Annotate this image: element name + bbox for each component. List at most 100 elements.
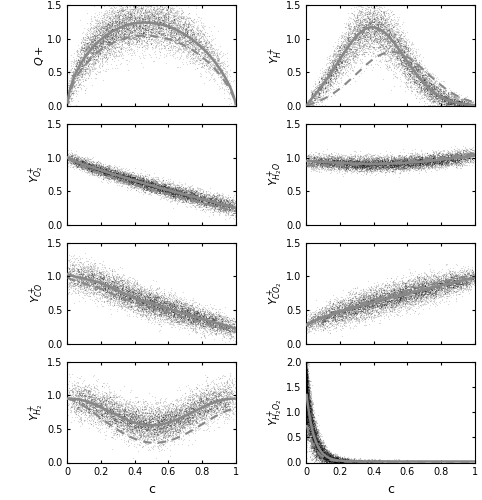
- Point: [444, 152, 452, 160]
- Point: [79, 162, 86, 170]
- Point: [411, 76, 418, 84]
- Point: [321, 451, 328, 459]
- Point: [307, 410, 314, 418]
- Point: [458, 266, 466, 274]
- Point: [126, 6, 134, 14]
- Point: [94, 407, 101, 415]
- Point: [153, 423, 161, 431]
- Point: [374, 160, 381, 168]
- Point: [339, 158, 347, 166]
- Point: [360, 456, 368, 464]
- Point: [307, 426, 315, 434]
- Point: [345, 290, 352, 298]
- Point: [421, 160, 429, 168]
- Point: [373, 24, 380, 32]
- Point: [396, 42, 404, 50]
- Point: [144, 10, 151, 18]
- Point: [199, 307, 207, 315]
- Point: [115, 300, 122, 308]
- Point: [178, 413, 186, 421]
- Point: [304, 399, 311, 407]
- Point: [80, 82, 88, 90]
- Point: [99, 400, 107, 408]
- Point: [348, 309, 356, 317]
- Point: [303, 393, 311, 401]
- Point: [416, 84, 424, 92]
- Point: [376, 16, 384, 24]
- Point: [165, 24, 173, 32]
- Point: [79, 158, 87, 166]
- Point: [101, 404, 109, 412]
- Point: [308, 428, 316, 436]
- Point: [398, 77, 405, 85]
- Point: [347, 457, 354, 465]
- Point: [140, 429, 147, 437]
- Point: [427, 293, 434, 301]
- Point: [470, 155, 478, 163]
- Point: [85, 387, 93, 395]
- Point: [124, 410, 132, 418]
- Point: [158, 8, 165, 16]
- Point: [107, 415, 115, 423]
- Point: [149, 178, 157, 186]
- Point: [406, 151, 414, 159]
- Point: [206, 402, 214, 410]
- Point: [73, 156, 81, 164]
- Point: [205, 314, 213, 322]
- Point: [379, 44, 387, 52]
- Point: [330, 160, 338, 168]
- Point: [94, 162, 102, 170]
- Point: [448, 278, 456, 285]
- Point: [179, 314, 187, 322]
- Point: [169, 8, 176, 16]
- Point: [129, 290, 137, 298]
- Point: [413, 164, 421, 172]
- Point: [309, 410, 317, 418]
- Point: [446, 291, 454, 299]
- Point: [332, 66, 340, 74]
- Point: [415, 286, 423, 294]
- Point: [321, 81, 329, 89]
- Point: [147, 178, 155, 186]
- Point: [114, 177, 122, 185]
- Point: [446, 94, 454, 102]
- Point: [144, 180, 152, 188]
- Point: [139, 178, 147, 186]
- Point: [303, 366, 310, 374]
- Point: [181, 194, 189, 202]
- Point: [424, 84, 432, 92]
- Point: [334, 66, 341, 74]
- Point: [306, 158, 314, 166]
- Point: [305, 319, 312, 327]
- Point: [337, 293, 345, 301]
- Point: [309, 162, 317, 170]
- Point: [303, 380, 310, 388]
- Point: [390, 158, 398, 166]
- Point: [164, 8, 172, 16]
- Point: [142, 9, 150, 17]
- Point: [208, 418, 216, 426]
- Point: [406, 78, 414, 86]
- Point: [181, 312, 188, 320]
- Point: [215, 398, 223, 406]
- Point: [394, 162, 402, 170]
- Point: [205, 196, 213, 203]
- Point: [185, 13, 193, 21]
- Point: [304, 408, 311, 416]
- Point: [372, 28, 379, 36]
- Point: [303, 394, 311, 402]
- Point: [122, 17, 130, 25]
- Point: [159, 184, 167, 192]
- Point: [363, 12, 371, 20]
- Point: [96, 272, 104, 280]
- Point: [228, 206, 236, 214]
- Point: [219, 392, 227, 400]
- Point: [378, 300, 386, 308]
- Point: [100, 167, 107, 175]
- Point: [336, 454, 344, 462]
- Point: [156, 420, 163, 428]
- Point: [89, 48, 96, 56]
- Point: [218, 204, 226, 212]
- Point: [156, 184, 163, 192]
- Point: [415, 82, 423, 90]
